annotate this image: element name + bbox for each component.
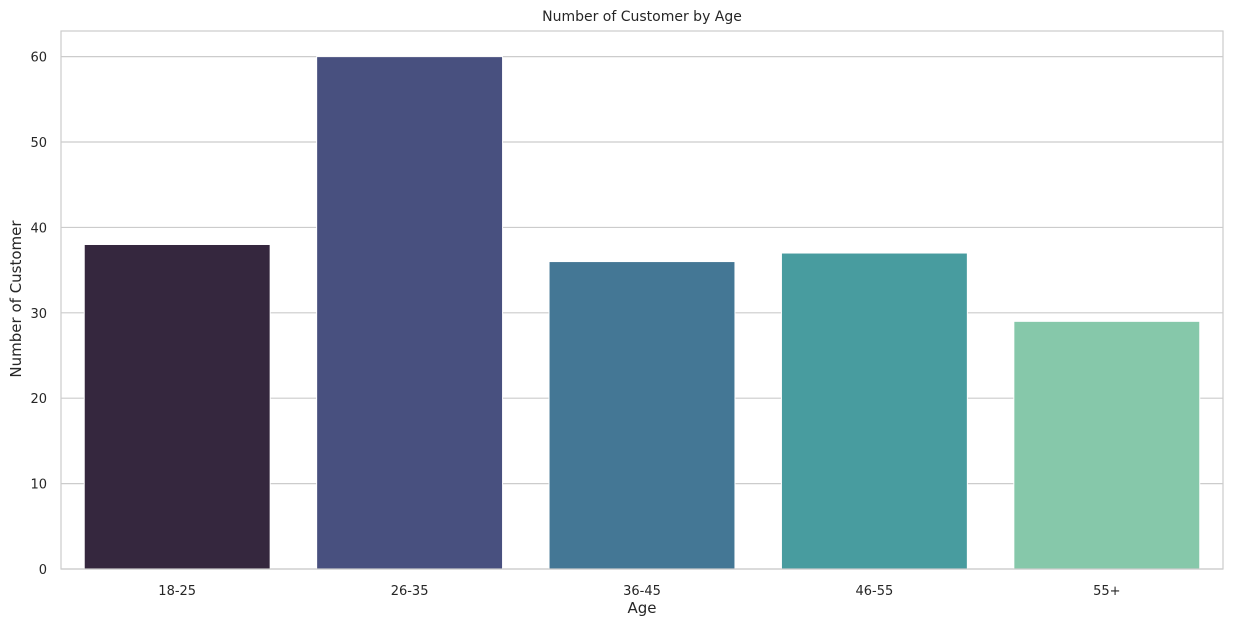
chart-title: Number of Customer by Age bbox=[542, 9, 742, 25]
y-tick-label: 40 bbox=[30, 221, 47, 236]
y-axis-label: Number of Customer bbox=[7, 220, 25, 378]
x-tick-label: 55+ bbox=[1093, 584, 1120, 599]
bar-46-55 bbox=[780, 252, 968, 570]
bar-26-35 bbox=[316, 56, 504, 570]
x-tick-labels: 18-25 26-35 36-45 46-55 55+ bbox=[158, 584, 1120, 599]
bar-18-25 bbox=[83, 243, 271, 570]
y-tick-label: 30 bbox=[30, 307, 47, 322]
x-tick-label: 46-55 bbox=[856, 584, 894, 599]
y-tick-labels: 0 10 20 30 40 50 60 bbox=[30, 51, 47, 578]
y-tick-label: 60 bbox=[30, 51, 47, 66]
x-tick-label: 36-45 bbox=[623, 584, 661, 599]
x-tick-label: 26-35 bbox=[391, 584, 429, 599]
y-tick-label: 50 bbox=[30, 136, 47, 151]
x-tick-label: 18-25 bbox=[158, 584, 196, 599]
y-tick-label: 10 bbox=[30, 478, 47, 493]
bar-36-45 bbox=[548, 261, 736, 570]
y-tick-label: 0 bbox=[39, 563, 47, 578]
bars bbox=[83, 56, 1201, 570]
x-axis-label: Age bbox=[627, 599, 656, 617]
y-tick-label: 20 bbox=[30, 392, 47, 407]
plot-frame bbox=[60, 30, 1224, 570]
bar-55+ bbox=[1013, 320, 1201, 570]
